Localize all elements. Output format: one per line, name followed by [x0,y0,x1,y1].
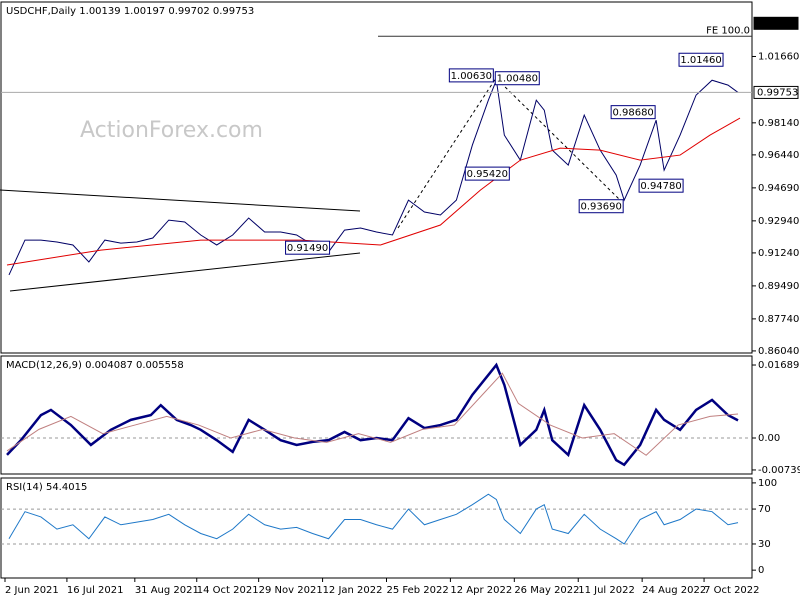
panel-title: RSI(14) 54.4015 [6,482,87,493]
x-tick-label: 25 Feb 2022 [386,585,448,596]
fe-label: FE 100.0 [706,25,750,36]
x-tick-label: 11 Jul 2022 [578,585,635,596]
annotation-box [678,52,724,67]
series-line [8,78,739,276]
panel-frame [0,477,753,579]
panel-title: USDCHF,Daily 1.00139 1.00197 0.99702 0.9… [6,6,254,17]
panel-frame [0,355,753,475]
trendline [0,189,361,212]
y-tick-label: 0.98140 [758,118,799,129]
annotation-box [610,105,656,120]
y-tick-label: 0.016893 [758,360,800,371]
annotation-box [285,240,331,255]
annotation-box [448,68,494,83]
annotation-label: 0.94780 [640,181,681,192]
annotation-box [464,166,510,181]
x-tick-label: 26 May 2022 [514,585,579,596]
x-tick-label: 14 Oct 2021 [197,585,259,596]
y-tick-label: 70 [758,504,771,515]
series-line [8,493,739,545]
x-tick-label: 12 Apr 2022 [450,585,512,596]
series-line [6,362,739,467]
y-tick-label: 1.01660 [758,51,799,62]
x-tick-label: 31 Aug 2021 [135,585,199,596]
y-tick-label: 30 [758,539,771,550]
y-tick-label: 0.96440 [758,150,799,161]
annotation-box [494,71,540,86]
annotation-box [638,178,684,193]
annotation-label: 0.98680 [612,108,653,119]
y-tick-label: 0.92940 [758,216,799,227]
y-tick-label: 0.86040 [758,346,799,357]
annotation-label: 1.01460 [680,55,721,66]
trendline [9,252,361,292]
panel-title: MACD(12,26,9) 0.004087 0.005558 [6,360,184,371]
x-tick-label: 24 Aug 2022 [642,585,706,596]
annotation-label: 0.93690 [580,202,621,213]
y-tick-label: 0.00 [758,433,780,444]
y-tick-label: 100 [758,478,777,489]
y-tick-label: 0 [758,565,764,576]
annotation-label: 1.00630 [451,71,492,82]
y-tick-label: -0.007393 [758,465,800,476]
x-tick-label: 12 Jan 2022 [323,585,383,596]
price-box [753,16,799,30]
x-tick-label: 7 Oct 2022 [704,585,759,596]
price-box-label: 1.03420 [757,18,798,29]
y-tick-label: 0.89490 [758,281,799,292]
annotation-label: 0.91490 [287,243,328,254]
annotation-box [578,199,624,214]
x-tick-label: 16 Jul 2021 [67,585,124,596]
series-line [6,372,739,456]
fib-projection [397,77,621,229]
x-tick-label: 29 Nov 2021 [259,585,323,596]
price-box [753,85,799,99]
panel-frame [0,1,753,354]
y-tick-label: 0.94690 [758,183,799,194]
price-box-label: 0.99753 [757,87,798,98]
annotation-label: 1.00480 [497,74,538,85]
y-tick-label: 0.91240 [758,248,799,259]
annotation-label: 0.95420 [467,169,508,180]
y-tick-label: 0.87740 [758,314,799,325]
watermark: ActionForex.com [80,118,263,143]
x-tick-label: 2 Jun 2021 [5,585,59,596]
